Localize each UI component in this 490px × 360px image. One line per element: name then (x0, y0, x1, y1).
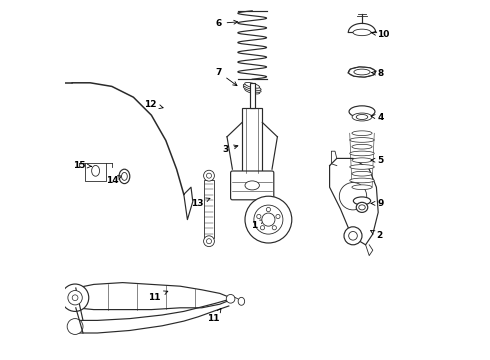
Circle shape (61, 284, 89, 311)
Circle shape (206, 239, 212, 244)
Circle shape (245, 196, 292, 243)
Text: 7: 7 (215, 68, 237, 86)
Text: 13: 13 (191, 198, 210, 208)
Circle shape (68, 291, 82, 305)
Ellipse shape (350, 178, 374, 183)
Circle shape (204, 236, 215, 247)
Ellipse shape (352, 185, 372, 190)
Text: 6: 6 (215, 19, 238, 28)
Text: 3: 3 (222, 145, 238, 154)
Circle shape (262, 213, 275, 226)
Ellipse shape (245, 88, 260, 94)
Ellipse shape (352, 131, 372, 136)
Text: 12: 12 (144, 100, 163, 109)
FancyBboxPatch shape (231, 171, 274, 200)
Ellipse shape (353, 29, 371, 36)
Text: 11: 11 (207, 309, 221, 323)
Circle shape (206, 173, 212, 178)
Text: 9: 9 (371, 199, 384, 208)
Text: 5: 5 (371, 156, 384, 165)
Circle shape (349, 231, 357, 240)
Ellipse shape (238, 297, 245, 305)
Ellipse shape (350, 138, 374, 142)
Ellipse shape (122, 172, 127, 180)
Text: 14: 14 (106, 176, 122, 185)
Ellipse shape (352, 113, 372, 121)
Ellipse shape (244, 84, 261, 90)
Ellipse shape (245, 181, 259, 190)
Ellipse shape (350, 151, 374, 156)
Ellipse shape (350, 165, 374, 169)
Circle shape (226, 294, 235, 303)
Ellipse shape (352, 144, 372, 149)
Text: 2: 2 (370, 230, 383, 240)
Ellipse shape (244, 86, 261, 92)
FancyBboxPatch shape (242, 108, 262, 173)
Circle shape (344, 227, 362, 245)
Ellipse shape (352, 158, 372, 163)
Circle shape (276, 215, 280, 219)
Text: 4: 4 (371, 112, 384, 122)
Circle shape (204, 170, 215, 181)
Ellipse shape (354, 69, 370, 75)
FancyBboxPatch shape (250, 83, 255, 108)
Ellipse shape (245, 82, 260, 88)
Circle shape (257, 215, 261, 219)
Text: 1: 1 (251, 220, 264, 230)
Text: 10: 10 (371, 30, 390, 39)
Ellipse shape (352, 171, 372, 176)
Ellipse shape (348, 67, 375, 77)
Text: 15: 15 (74, 161, 92, 170)
Circle shape (339, 183, 367, 210)
Circle shape (67, 319, 83, 334)
Text: 11: 11 (148, 291, 168, 302)
Text: 8: 8 (371, 69, 384, 78)
Ellipse shape (359, 205, 365, 210)
FancyBboxPatch shape (204, 180, 214, 238)
Circle shape (72, 295, 78, 301)
Ellipse shape (356, 202, 368, 212)
Ellipse shape (349, 106, 375, 117)
Ellipse shape (119, 169, 130, 184)
Ellipse shape (356, 114, 368, 120)
Ellipse shape (92, 165, 99, 176)
Circle shape (260, 226, 265, 230)
Circle shape (272, 226, 276, 230)
Circle shape (254, 205, 283, 234)
Circle shape (266, 207, 270, 212)
Ellipse shape (353, 197, 370, 205)
